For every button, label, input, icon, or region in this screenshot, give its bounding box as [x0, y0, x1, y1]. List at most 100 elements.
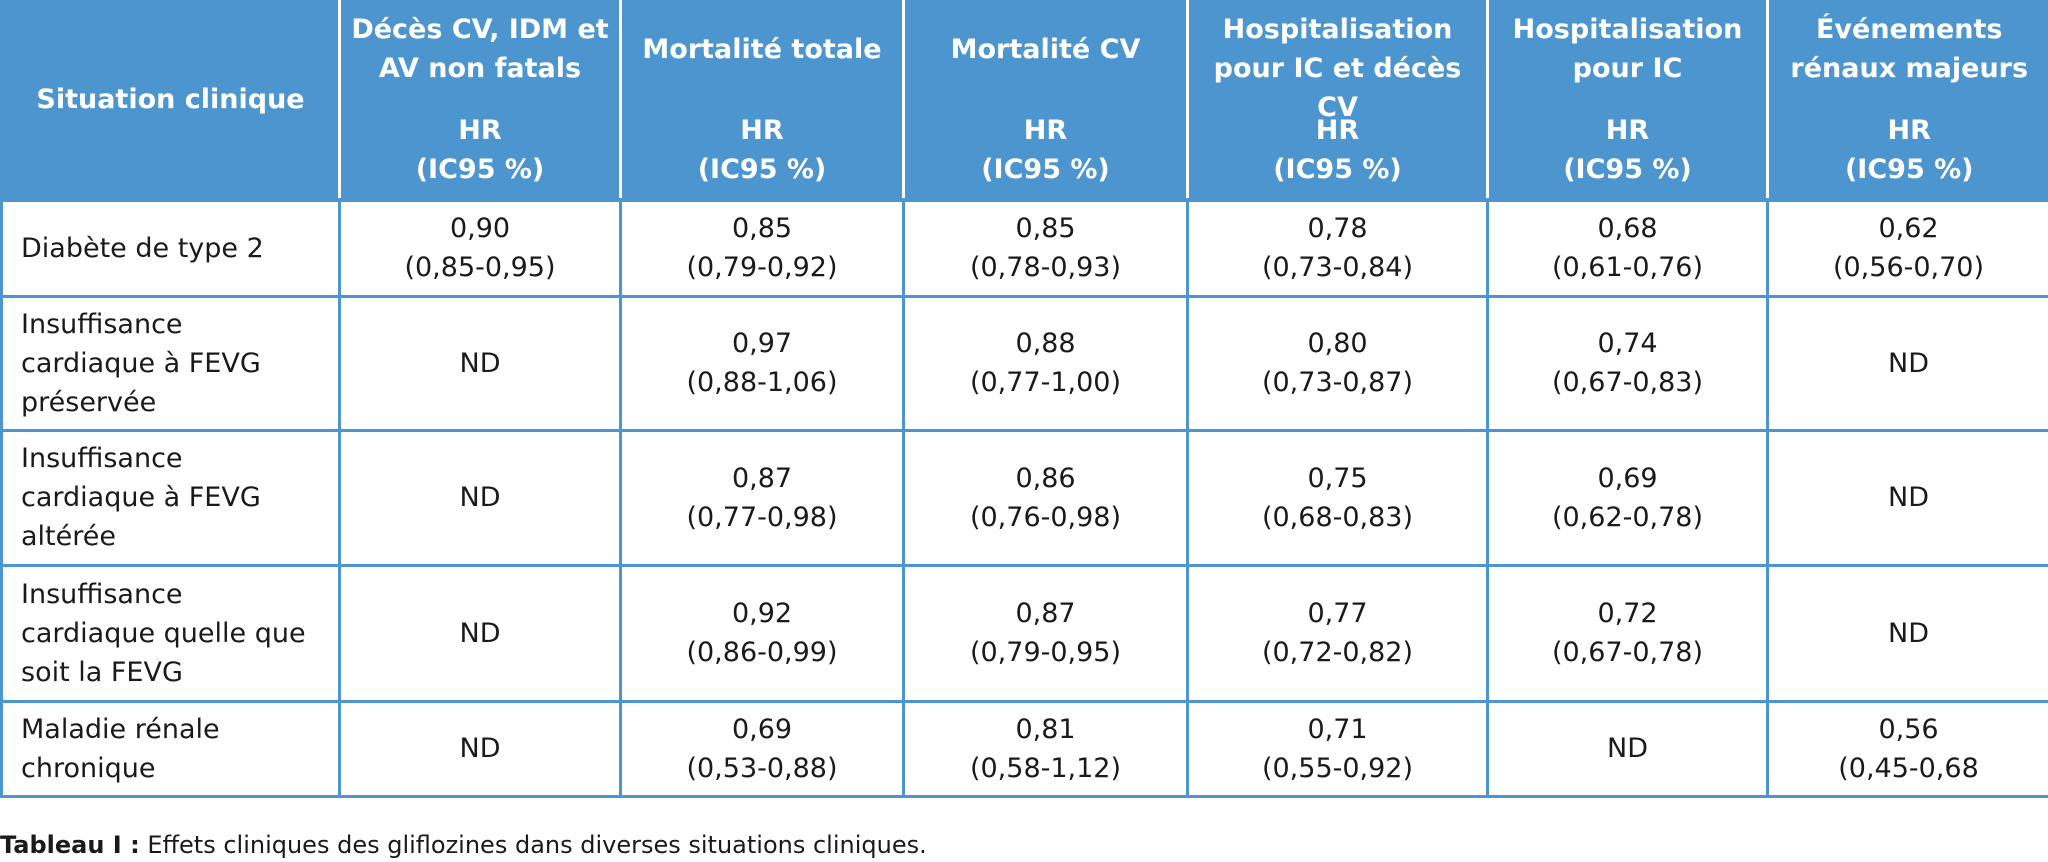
- table-cell: 0,88 (0,77-1,00): [902, 294, 1189, 432]
- table-cell: ND: [1766, 428, 2048, 567]
- cell-value: 0,87 (0,79-0,95): [969, 598, 1122, 668]
- table-cell: 0,75 (0,68-0,83): [1186, 428, 1489, 567]
- situation-label: Insuffisance cardiaque à FEVG préservée: [21, 308, 261, 418]
- header-metric: HR (IC95 %): [1273, 115, 1402, 185]
- caption-text: Effets cliniques des gliflozines dans di…: [139, 831, 927, 859]
- table-cell: ND: [338, 428, 622, 567]
- row-situation: Maladie rénale chronique: [0, 699, 341, 798]
- header-hospitalisation-ic-deces-cv: Hospitalisation pour IC et décès CV HR (…: [1186, 0, 1488, 202]
- table-row: Maladie rénale chronique ND 0,69 (0,53-0…: [0, 699, 2048, 798]
- caption-label: Tableau I :: [0, 831, 140, 859]
- cell-value: 0,85 (0,78-0,93): [969, 213, 1122, 284]
- table-cell: 0,97 (0,88-1,06): [619, 294, 905, 432]
- table-cell: 0,90 (0,85-0,95): [338, 198, 622, 298]
- cell-value: 0,56 (0,45-0,68: [1838, 713, 1979, 784]
- header-label: Décès CV, IDM et AV non fatals: [351, 14, 609, 84]
- row-situation: Diabète de type 2: [0, 198, 341, 298]
- table-row: Insuffisance cardiaque quelle que soit l…: [0, 563, 2048, 703]
- header-label: Mortalité totale: [642, 34, 882, 65]
- header-metric: HR (IC95 %): [1563, 115, 1692, 185]
- cell-value: ND: [1888, 482, 1929, 513]
- header-metric: HR (IC95 %): [1844, 115, 1974, 185]
- table-cell: 0,71 (0,55-0,92): [1186, 699, 1489, 798]
- table-cell: 0,86 (0,76-0,98): [902, 428, 1189, 567]
- cell-value: 0,75 (0,68-0,83): [1261, 462, 1414, 533]
- cell-value: 0,77 (0,72-0,82): [1261, 598, 1414, 668]
- table-row: Diabète de type 2 0,90 (0,85-0,95) 0,85 …: [0, 198, 2048, 298]
- table-cell: ND: [338, 563, 622, 703]
- header-mortalite-totale: Mortalité totale HR (IC95 %): [619, 0, 904, 202]
- table-header-row: Situation clinique Décès CV, IDM et AV n…: [0, 0, 2048, 202]
- table-cell: 0,80 (0,73-0,87): [1186, 294, 1489, 432]
- table-cell: 0,81 (0,58-1,12): [902, 699, 1189, 798]
- table-cell: 0,87 (0,77-0,98): [619, 428, 905, 567]
- header-situation-clinique: Situation clinique: [0, 0, 340, 202]
- header-mortalite-cv: Mortalité CV HR (IC95 %): [902, 0, 1188, 202]
- table-cell: 0,72 (0,67-0,78): [1486, 563, 1769, 703]
- header-label: Situation clinique: [36, 83, 305, 115]
- table-cell: 0,77 (0,72-0,82): [1186, 563, 1489, 703]
- table-cell: 0,87 (0,79-0,95): [902, 563, 1189, 703]
- table-cell: 0,68 (0,61-0,76): [1486, 198, 1769, 298]
- table-cell: ND: [1766, 294, 2048, 432]
- cell-value: 0,69 (0,62-0,78): [1551, 462, 1704, 533]
- cell-value: 0,72 (0,67-0,78): [1551, 598, 1704, 668]
- cell-value: ND: [459, 347, 501, 379]
- table-caption: Tableau I : Effets cliniques des glifloz…: [0, 830, 927, 860]
- header-label: Événements rénaux majeurs: [1790, 14, 2029, 84]
- table-row: Insuffisance cardiaque à FEVG altérée ND…: [0, 428, 2048, 567]
- header-metric: HR (IC95 %): [697, 115, 827, 185]
- cell-value: 0,68 (0,61-0,76): [1551, 213, 1704, 284]
- table-cell: 0,85 (0,78-0,93): [902, 198, 1189, 298]
- cell-value: ND: [1607, 733, 1648, 764]
- header-label: Hospitalisation pour IC et décès CV: [1213, 14, 1462, 123]
- cell-value: 0,81 (0,58-1,12): [969, 713, 1122, 784]
- table-cell: ND: [1486, 699, 1769, 798]
- table-cell: ND: [338, 294, 622, 432]
- cell-value: 0,85 (0,79-0,92): [686, 213, 838, 284]
- header-metric: HR (IC95 %): [981, 115, 1110, 185]
- table-cell: 0,92 (0,86-0,99): [619, 563, 905, 703]
- cell-value: 0,90 (0,85-0,95): [404, 213, 556, 284]
- table-cell: 0,69 (0,62-0,78): [1486, 428, 1769, 567]
- cell-value: ND: [1888, 347, 1929, 379]
- cell-value: 0,87 (0,77-0,98): [686, 462, 838, 533]
- header-metric: HR (IC95 %): [415, 115, 545, 185]
- table-cell: 0,78 (0,73-0,84): [1186, 198, 1489, 298]
- cell-value: ND: [459, 482, 501, 513]
- table-cell: 0,74 (0,67-0,83): [1486, 294, 1769, 432]
- table-row: Insuffisance cardiaque à FEVG préservée …: [0, 294, 2048, 432]
- table-cell: ND: [338, 699, 622, 798]
- situation-label: Diabète de type 2: [21, 232, 264, 264]
- cell-value: 0,92 (0,86-0,99): [686, 598, 838, 668]
- row-situation: Insuffisance cardiaque quelle que soit l…: [0, 563, 341, 703]
- table-cell: 0,69 (0,53-0,88): [619, 699, 905, 798]
- table-cell: ND: [1766, 563, 2048, 703]
- header-label: Hospitalisation pour IC: [1512, 14, 1743, 84]
- cell-value: 0,78 (0,73-0,84): [1261, 213, 1414, 284]
- cell-value: 0,62 (0,56-0,70): [1832, 213, 1985, 284]
- cell-value: ND: [459, 733, 501, 764]
- cell-value: 0,88 (0,77-1,00): [969, 328, 1122, 398]
- cell-value: 0,74 (0,67-0,83): [1551, 328, 1704, 398]
- table-cell: 0,56 (0,45-0,68: [1766, 699, 2048, 798]
- row-situation: Insuffisance cardiaque à FEVG altérée: [0, 428, 341, 567]
- hazard-ratio-table: Situation clinique Décès CV, IDM et AV n…: [0, 0, 2048, 798]
- header-label: Mortalité CV: [950, 34, 1141, 65]
- header-hospitalisation-ic: Hospitalisation pour IC HR (IC95 %): [1486, 0, 1768, 202]
- header-evenements-renaux: Événements rénaux majeurs HR (IC95 %): [1766, 0, 2048, 202]
- cell-value: 0,69 (0,53-0,88): [686, 713, 838, 784]
- situation-label: Insuffisance cardiaque à FEVG altérée: [21, 443, 261, 552]
- cell-value: 0,71 (0,55-0,92): [1261, 713, 1414, 784]
- situation-label: Maladie rénale chronique: [21, 713, 220, 784]
- cell-value: 0,80 (0,73-0,87): [1261, 328, 1414, 398]
- table-cell: 0,85 (0,79-0,92): [619, 198, 905, 298]
- situation-label: Insuffisance cardiaque quelle que soit l…: [21, 578, 306, 688]
- table-cell: 0,62 (0,56-0,70): [1766, 198, 2048, 298]
- cell-value: ND: [459, 617, 501, 649]
- cell-value: 0,86 (0,76-0,98): [969, 462, 1122, 533]
- row-situation: Insuffisance cardiaque à FEVG préservée: [0, 294, 341, 432]
- cell-value: 0,97 (0,88-1,06): [686, 328, 838, 398]
- header-deces-cv-idm-av: Décès CV, IDM et AV non fatals HR (IC95 …: [338, 0, 621, 202]
